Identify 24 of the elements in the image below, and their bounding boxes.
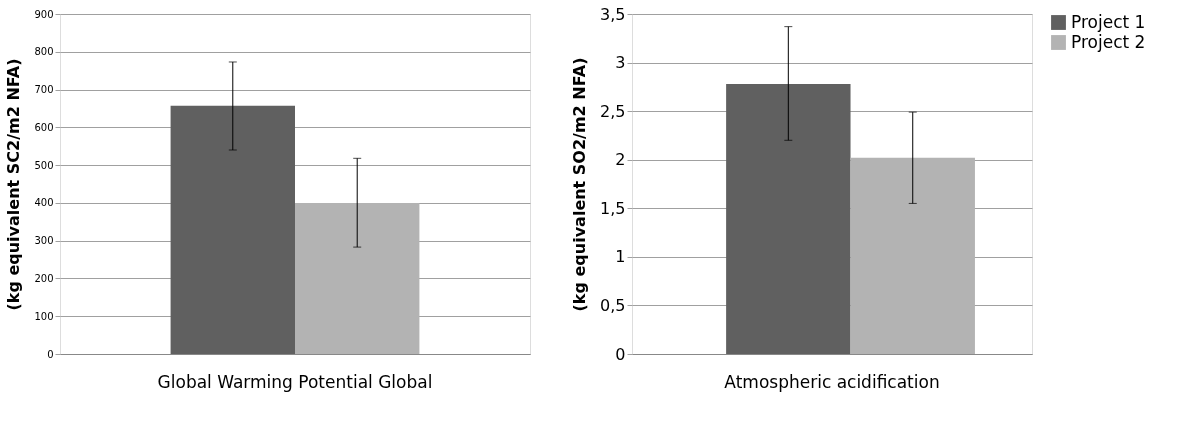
y-tick-label: 400 <box>34 197 54 209</box>
y-tick-label: 700 <box>34 84 54 96</box>
y-tick-label: 0,5 <box>600 295 626 315</box>
y-tick-label: 500 <box>34 159 54 171</box>
y-tick-label: 100 <box>34 310 54 322</box>
y-tick-label: 800 <box>34 46 54 58</box>
x-tick-label: Atmospheric acidification <box>724 371 940 392</box>
y-tick-label: 2 <box>615 150 626 170</box>
y-tick-label: 0 <box>615 344 626 364</box>
y-tick-label: 1,5 <box>600 198 626 218</box>
legend-label: Project 2 <box>1071 31 1146 52</box>
y-tick-label: 200 <box>34 272 54 284</box>
y-tick-label: 300 <box>34 235 54 247</box>
y-tick-label: 3,5 <box>600 4 626 24</box>
y-tick-label: 2,5 <box>600 101 626 121</box>
y-tick-label: 0 <box>47 348 54 360</box>
y-tick-label: 600 <box>34 121 54 133</box>
legend-label: Project 1 <box>1071 11 1146 32</box>
x-tick-label: Global Warming Potential Global <box>157 371 433 392</box>
y-tick-label: 900 <box>34 8 54 20</box>
y-axis-title: (kg equivalent SO2/m2 NFA) <box>570 57 590 312</box>
y-tick-label: 1 <box>615 247 626 267</box>
y-axis-title: (kg equivalent SC2/m2 NFA) <box>4 58 24 311</box>
y-tick-label: 3 <box>615 53 626 73</box>
